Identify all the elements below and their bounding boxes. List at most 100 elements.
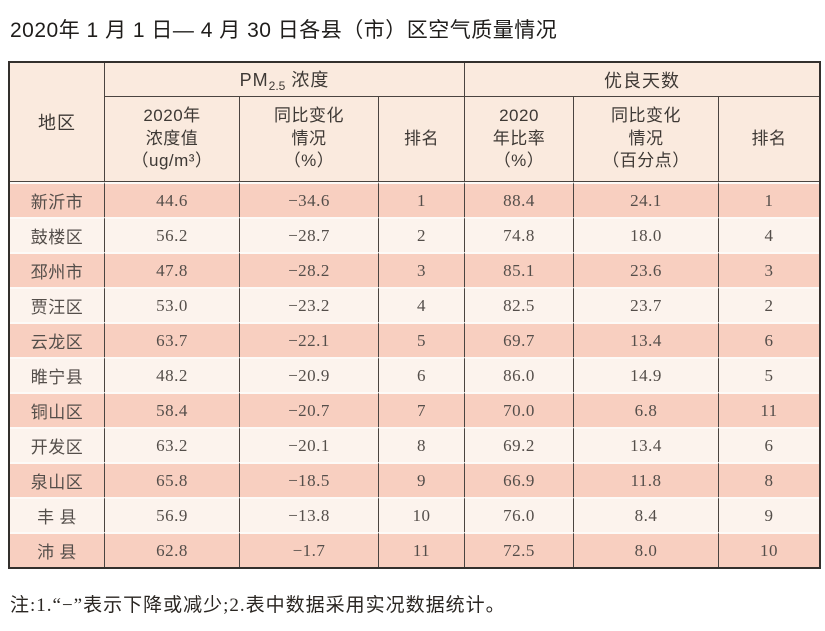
cell-pm25-rank: 5 [379,322,465,357]
cell-pm25-change: −13.8 [240,497,379,532]
cell-pm25-value: 65.8 [105,462,240,497]
cell-pm25-change: −1.7 [240,532,379,567]
table-row: 睢宁县 48.2 −20.9 6 86.0 14.9 5 [10,357,820,392]
cell-good-rank: 8 [719,462,820,497]
cell-pm25-rank: 4 [379,287,465,322]
table-row: 沛 县 62.8 −1.7 11 72.5 8.0 10 [10,532,820,567]
cell-good-change: 24.1 [574,182,719,217]
cell-pm25-rank: 3 [379,252,465,287]
cell-pm25-rank: 10 [379,497,465,532]
sub-header-row: 2020年 浓度值 （ug/m³） 同比变化 情况 （%） 排名 2020 年比… [10,97,820,182]
subheader-good-rate: 2020 年比率 （%） [465,97,574,182]
cell-good-change: 13.4 [574,427,719,462]
cell-pm25-change: −18.5 [240,462,379,497]
cell-good-rank: 9 [719,497,820,532]
table-row: 贾汪区 53.0 −23.2 4 82.5 23.7 2 [10,287,820,322]
cell-good-change: 14.9 [574,357,719,392]
cell-pm25-rank: 1 [379,182,465,217]
cell-pm25-value: 47.8 [105,252,240,287]
cell-region: 新沂市 [10,182,105,217]
pm25-label-prefix: PM [239,70,269,90]
cell-pm25-change: −20.9 [240,357,379,392]
subheader-pm25-rank: 排名 [379,97,465,182]
cell-region: 贾汪区 [10,287,105,322]
cell-pm25-rank: 9 [379,462,465,497]
cell-pm25-rank: 11 [379,532,465,567]
cell-pm25-value: 56.2 [105,217,240,252]
page: 2020年 1 月 1 日— 4 月 30 日各县（市）区空气质量情况 地区 P… [8,19,822,616]
subheader-good-change: 同比变化 情况 （百分点） [574,97,719,182]
cell-pm25-change: −20.7 [240,392,379,427]
cell-good-rank: 1 [719,182,820,217]
group-header-row: 地区 PM2.5 浓度 优良天数 [10,63,820,182]
pm25-label-suffix: 浓度 [285,70,330,90]
footnote: 注:1.“−”表示下降或减少;2.表中数据采用实况数据统计。 [10,595,506,616]
cell-good-rate: 85.1 [465,252,574,287]
cell-good-rank: 11 [719,392,820,427]
cell-region: 睢宁县 [10,357,105,392]
cell-pm25-value: 56.9 [105,497,240,532]
cell-pm25-value: 53.0 [105,287,240,322]
subheader-pm25-value: 2020年 浓度值 （ug/m³） [105,97,240,182]
cell-good-rate: 70.0 [465,392,574,427]
cell-good-rank: 2 [719,287,820,322]
table-row: 丰 县 56.9 −13.8 10 76.0 8.4 9 [10,497,820,532]
cell-good-rate: 72.5 [465,532,574,567]
header-group-good-days: 优良天数 [465,63,820,97]
cell-good-change: 23.6 [574,252,719,287]
air-quality-table: 地区 PM2.5 浓度 优良天数 2020年 浓度值 （ug/m³） 同比变化 … [8,61,822,569]
table-row: 铜山区 58.4 −20.7 7 70.0 6.8 11 [10,392,820,427]
cell-good-change: 8.4 [574,497,719,532]
cell-region: 泉山区 [10,462,105,497]
cell-good-change: 11.8 [574,462,719,497]
cell-good-rate: 82.5 [465,287,574,322]
cell-pm25-value: 44.6 [105,182,240,217]
cell-pm25-rank: 2 [379,217,465,252]
cell-pm25-value: 48.2 [105,357,240,392]
cell-region: 鼓楼区 [10,217,105,252]
cell-pm25-change: −34.6 [240,182,379,217]
cell-good-change: 18.0 [574,217,719,252]
cell-good-change: 13.4 [574,322,719,357]
table-row: 云龙区 63.7 −22.1 5 69.7 13.4 6 [10,322,820,357]
header-group-pm25: PM2.5 浓度 [105,63,465,97]
cell-pm25-change: −23.2 [240,287,379,322]
table-row: 新沂市 44.6 −34.6 1 88.4 24.1 1 [10,182,820,217]
table-row: 开发区 63.2 −20.1 8 69.2 13.4 6 [10,427,820,462]
subheader-good-rank: 排名 [719,97,820,182]
cell-good-rate: 74.8 [465,217,574,252]
cell-region: 开发区 [10,427,105,462]
table-row: 鼓楼区 56.2 −28.7 2 74.8 18.0 4 [10,217,820,252]
cell-pm25-change: −22.1 [240,322,379,357]
cell-region: 邳州市 [10,252,105,287]
cell-region: 丰 县 [10,497,105,532]
cell-good-rank: 5 [719,357,820,392]
cell-region: 沛 县 [10,532,105,567]
cell-good-rank: 4 [719,217,820,252]
cell-good-rate: 66.9 [465,462,574,497]
cell-pm25-value: 63.7 [105,322,240,357]
cell-pm25-value: 63.2 [105,427,240,462]
cell-pm25-rank: 7 [379,392,465,427]
table-header: 地区 PM2.5 浓度 优良天数 2020年 浓度值 （ug/m³） 同比变化 … [10,63,820,182]
cell-good-rank: 10 [719,532,820,567]
cell-pm25-change: −28.7 [240,217,379,252]
cell-pm25-rank: 6 [379,357,465,392]
cell-good-rate: 86.0 [465,357,574,392]
cell-pm25-value: 58.4 [105,392,240,427]
cell-pm25-change: −28.2 [240,252,379,287]
subheader-pm25-change: 同比变化 情况 （%） [240,97,379,182]
page-title: 2020年 1 月 1 日— 4 月 30 日各县（市）区空气质量情况 [10,19,558,42]
cell-good-rate: 69.7 [465,322,574,357]
cell-region: 铜山区 [10,392,105,427]
cell-good-rate: 88.4 [465,182,574,217]
cell-good-rate: 69.2 [465,427,574,462]
cell-pm25-value: 62.8 [105,532,240,567]
cell-good-rate: 76.0 [465,497,574,532]
header-region: 地区 [10,63,105,182]
cell-region: 云龙区 [10,322,105,357]
cell-good-change: 23.7 [574,287,719,322]
table-row: 泉山区 65.8 −18.5 9 66.9 11.8 8 [10,462,820,497]
cell-pm25-change: −20.1 [240,427,379,462]
pm25-label-subscript: 2.5 [268,79,286,93]
